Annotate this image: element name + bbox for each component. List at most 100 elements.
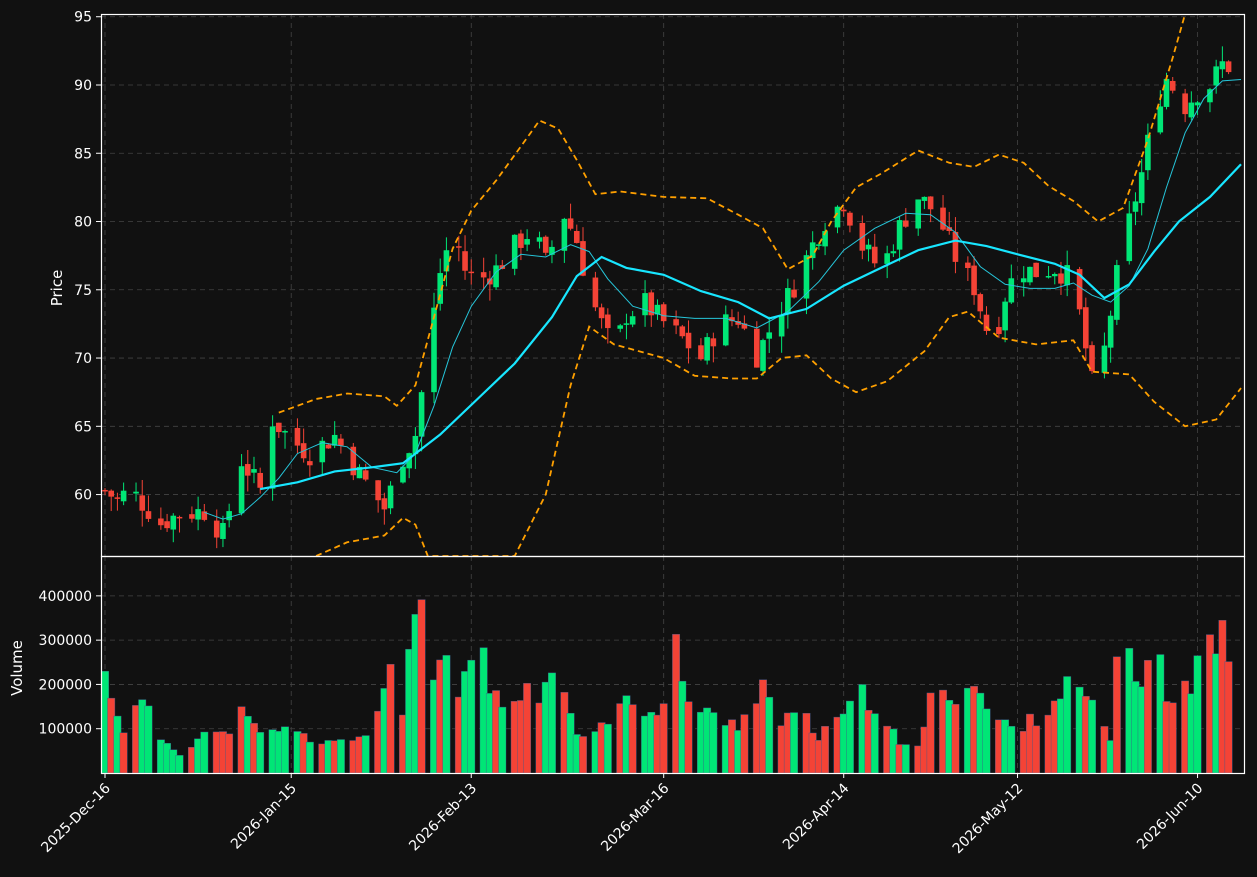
candle <box>1027 266 1033 286</box>
candle <box>319 437 326 476</box>
candle-body <box>120 490 127 502</box>
candle-body <box>983 314 990 331</box>
candle <box>176 515 183 533</box>
candle <box>356 464 363 479</box>
candle-body <box>729 317 735 322</box>
candle-body <box>226 511 232 521</box>
candle-body <box>524 239 530 245</box>
candle-body <box>648 292 655 316</box>
candle <box>518 229 524 261</box>
candle <box>884 245 890 279</box>
candle <box>1051 272 1058 285</box>
candle-body <box>480 272 487 278</box>
volume-bar <box>765 696 774 774</box>
candle <box>871 233 878 268</box>
candle-body <box>946 227 953 231</box>
candle-body <box>698 345 704 360</box>
price-gridlines <box>101 14 1245 556</box>
candle <box>1020 266 1027 297</box>
volume-bar <box>281 726 289 774</box>
candle-body <box>1188 102 1195 118</box>
candle <box>294 418 301 454</box>
candle-body <box>1008 278 1015 303</box>
candle <box>698 338 704 361</box>
candle-body <box>710 338 717 347</box>
candle-body <box>660 304 667 322</box>
candle <box>952 217 959 274</box>
candle-body <box>996 327 1002 335</box>
price-tick-label: 85 <box>74 146 92 162</box>
candle-body <box>431 307 437 393</box>
candle-body <box>760 340 766 371</box>
candle-body <box>201 511 208 520</box>
candle <box>642 280 648 327</box>
sma-short-line <box>204 79 1242 520</box>
candle-body <box>791 289 797 298</box>
candle <box>754 321 760 368</box>
candle-body <box>164 521 170 529</box>
candle <box>598 303 605 329</box>
candle-body <box>834 206 841 228</box>
candle-body <box>319 440 326 463</box>
volume-bar <box>684 701 693 774</box>
candle-body <box>1213 66 1219 86</box>
candle-body <box>375 480 381 501</box>
candle-body <box>629 316 636 325</box>
candle-body <box>573 231 580 243</box>
volume-bar <box>1143 660 1152 774</box>
candle <box>511 234 518 276</box>
volume-bar <box>982 708 991 774</box>
price-tick-label: 75 <box>74 283 92 299</box>
candle <box>1213 59 1219 94</box>
candle-body <box>511 234 518 269</box>
volume-bar <box>1007 726 1016 774</box>
candle <box>722 305 729 347</box>
volume-bar <box>417 599 426 774</box>
candle-body <box>927 196 934 210</box>
candle-body <box>220 522 226 539</box>
candle <box>840 207 847 217</box>
candle-body <box>971 265 977 296</box>
candle-body <box>356 466 363 479</box>
candle-body <box>567 218 574 229</box>
candle <box>487 270 493 301</box>
volume-bar <box>1168 702 1177 774</box>
candle <box>1182 88 1188 123</box>
candle-body <box>350 446 357 476</box>
candle <box>654 299 661 320</box>
candle <box>381 492 388 525</box>
candle-body <box>809 242 816 259</box>
candle-body <box>213 520 220 538</box>
candle-body <box>282 431 288 433</box>
volume-bar <box>709 712 718 774</box>
moving-averages <box>204 79 1242 520</box>
candle <box>1188 91 1195 121</box>
candle-body <box>623 323 630 325</box>
candle-body <box>518 233 524 248</box>
candle-body <box>549 246 555 255</box>
candle-body <box>195 509 201 520</box>
candle-body <box>1027 266 1033 283</box>
volume-axis-title: Volume <box>8 640 26 696</box>
candle <box>375 480 381 513</box>
candle <box>629 310 636 328</box>
candle <box>164 513 170 532</box>
candle-body <box>276 422 282 433</box>
candle-body <box>331 434 338 446</box>
volume-bar <box>467 659 476 774</box>
candle <box>362 463 369 482</box>
candle-body <box>456 246 462 248</box>
candle <box>927 196 934 223</box>
candle-body <box>754 328 760 368</box>
candle-body <box>1194 102 1201 106</box>
candle <box>580 227 586 277</box>
candle-body <box>189 514 195 519</box>
candle <box>536 231 543 249</box>
candle-body <box>1114 265 1120 320</box>
candle <box>276 422 282 438</box>
volume-bar <box>361 735 370 774</box>
candle <box>890 244 897 257</box>
price-tick-label: 65 <box>74 419 92 435</box>
volume-tick-label: 300000 <box>39 633 92 649</box>
candle <box>114 492 121 511</box>
